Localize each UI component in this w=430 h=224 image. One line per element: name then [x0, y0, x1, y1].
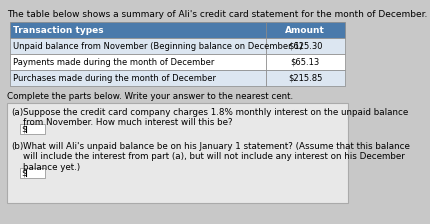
Text: $: $ [22, 168, 27, 177]
FancyBboxPatch shape [20, 168, 45, 178]
FancyBboxPatch shape [10, 38, 266, 54]
Text: (b): (b) [12, 142, 24, 151]
Text: Payments made during the month of December: Payments made during the month of Decemb… [13, 58, 215, 67]
Text: What will Ali's unpaid balance be on his January 1 statement? (Assume that this : What will Ali's unpaid balance be on his… [23, 142, 410, 172]
FancyBboxPatch shape [10, 22, 266, 38]
Text: $215.85: $215.85 [288, 73, 322, 82]
Text: $625.30: $625.30 [288, 41, 322, 50]
Text: Transaction types: Transaction types [13, 26, 104, 34]
Text: Purchases made during the month of December: Purchases made during the month of Decem… [13, 73, 216, 82]
Text: (a): (a) [12, 108, 24, 117]
Text: The table below shows a summary of Ali's credit card statement for the month of : The table below shows a summary of Ali's… [6, 10, 427, 19]
FancyBboxPatch shape [266, 38, 345, 54]
FancyBboxPatch shape [266, 70, 345, 86]
Text: Amount: Amount [285, 26, 325, 34]
Text: Suppose the credit card company charges 1.8% monthly interest on the unpaid bala: Suppose the credit card company charges … [23, 108, 408, 127]
FancyBboxPatch shape [6, 103, 348, 203]
FancyBboxPatch shape [266, 22, 345, 38]
Text: $: $ [22, 125, 27, 134]
Text: Complete the parts below. Write your answer to the nearest cent.: Complete the parts below. Write your ans… [6, 92, 293, 101]
FancyBboxPatch shape [10, 54, 266, 70]
FancyBboxPatch shape [10, 70, 266, 86]
Text: $65.13: $65.13 [291, 58, 320, 67]
FancyBboxPatch shape [266, 54, 345, 70]
FancyBboxPatch shape [20, 124, 45, 134]
Text: Unpaid balance from November (Beginning balance on December 1): Unpaid balance from November (Beginning … [13, 41, 303, 50]
